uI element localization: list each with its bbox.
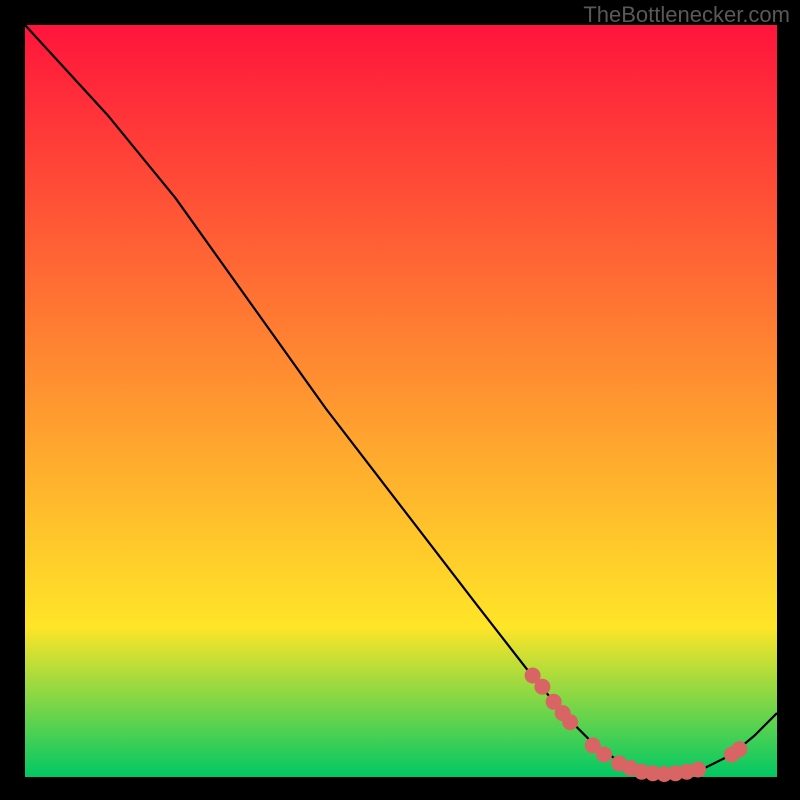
chart-svg xyxy=(0,0,800,800)
scatter-point xyxy=(562,714,578,730)
scatter-point xyxy=(534,679,550,695)
chart-root: TheBottlenecker.com xyxy=(0,0,800,800)
watermark-text: TheBottlenecker.com xyxy=(583,2,790,28)
scatter-point xyxy=(731,741,747,757)
scatter-point xyxy=(690,761,706,777)
scatter-point xyxy=(596,746,612,762)
plot-background xyxy=(25,25,777,777)
